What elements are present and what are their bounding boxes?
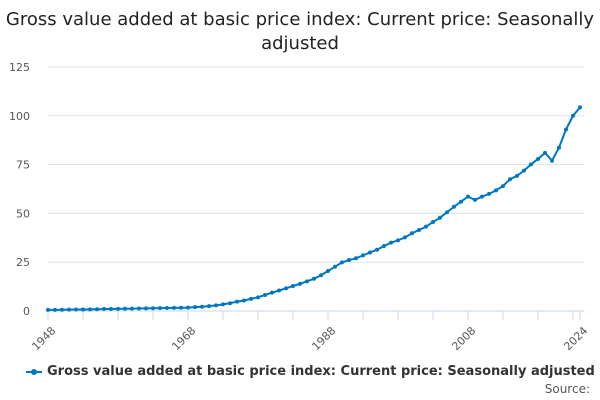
data-point <box>550 158 554 163</box>
legend-label: Gross value added at basic price index: … <box>47 364 595 379</box>
data-point <box>557 145 561 150</box>
data-point <box>354 256 358 261</box>
data-point <box>361 253 365 258</box>
data-point <box>473 197 477 202</box>
data-point <box>494 188 498 193</box>
data-point <box>529 162 533 167</box>
data-point <box>137 306 141 311</box>
data-point <box>445 210 449 215</box>
y-tick-label: 0 <box>23 305 30 318</box>
x-tick-label: 2024 <box>561 324 590 353</box>
data-point <box>487 191 491 196</box>
data-point <box>382 243 386 248</box>
data-point <box>284 286 288 291</box>
y-tick-label: 100 <box>9 110 30 123</box>
legend-line-marker-icon <box>26 368 42 375</box>
x-tick-label: 1968 <box>169 324 198 353</box>
data-point <box>179 305 183 310</box>
data-point <box>214 303 218 308</box>
data-point <box>571 113 575 118</box>
data-point <box>536 156 540 161</box>
data-point <box>298 281 302 286</box>
x-tick-label: 2008 <box>449 324 478 353</box>
data-point <box>578 105 582 110</box>
data-point <box>319 273 323 278</box>
data-point <box>543 150 547 155</box>
y-tick-label: 125 <box>9 61 30 74</box>
data-point <box>144 306 148 311</box>
y-tick-label: 75 <box>16 159 30 172</box>
data-point <box>340 260 344 265</box>
data-point <box>333 264 337 269</box>
data-point <box>347 258 351 263</box>
data-point <box>207 304 211 309</box>
data-point <box>466 194 470 199</box>
data-point <box>123 306 127 311</box>
chart-title: Gross value added at basic price index: … <box>5 9 595 54</box>
data-point <box>256 295 260 300</box>
data-point <box>109 306 113 311</box>
data-point <box>53 307 57 312</box>
data-point <box>522 168 526 173</box>
data-point <box>326 268 330 273</box>
data-point <box>235 299 239 304</box>
y-tick-label: 50 <box>16 207 30 220</box>
data-point <box>431 219 435 224</box>
data-point <box>60 307 64 312</box>
data-point <box>368 250 372 255</box>
data-point <box>186 305 190 310</box>
data-point <box>515 173 519 178</box>
data-point <box>480 194 484 199</box>
y-tick-label: 25 <box>16 256 30 269</box>
data-point <box>270 290 274 295</box>
data-point <box>81 307 85 312</box>
data-point <box>88 307 92 312</box>
data-point <box>389 240 393 245</box>
data-point <box>74 307 78 312</box>
data-point <box>291 284 295 289</box>
data-point <box>165 305 169 310</box>
data-point <box>130 306 134 311</box>
data-point <box>158 306 162 311</box>
data-point <box>193 305 197 310</box>
data-point <box>438 215 442 220</box>
data-point <box>221 302 225 307</box>
data-point <box>459 199 463 204</box>
data-point <box>424 224 428 229</box>
data-point <box>403 235 407 240</box>
data-point <box>263 292 267 297</box>
data-point <box>501 184 505 189</box>
data-point <box>564 127 568 132</box>
data-point <box>172 305 176 310</box>
data-point <box>95 307 99 312</box>
legend-item[interactable]: Gross value added at basic price index: … <box>26 364 595 379</box>
source-label: Source: <box>544 382 590 396</box>
data-point <box>410 231 414 236</box>
data-point <box>200 304 204 309</box>
data-point <box>242 298 246 303</box>
data-point <box>102 307 106 312</box>
data-point <box>116 306 120 311</box>
data-point <box>67 307 71 312</box>
data-point <box>277 288 281 293</box>
data-point <box>46 307 50 312</box>
data-point <box>151 306 155 311</box>
data-point <box>508 177 512 182</box>
x-tick-label: 1948 <box>29 324 58 353</box>
data-point <box>375 247 379 252</box>
x-tick-label: 1988 <box>309 324 338 353</box>
data-point <box>417 227 421 232</box>
data-point <box>396 238 400 243</box>
data-point <box>228 301 232 306</box>
data-point <box>452 204 456 209</box>
data-point <box>249 296 253 301</box>
data-point <box>312 276 316 281</box>
data-point <box>305 279 309 284</box>
